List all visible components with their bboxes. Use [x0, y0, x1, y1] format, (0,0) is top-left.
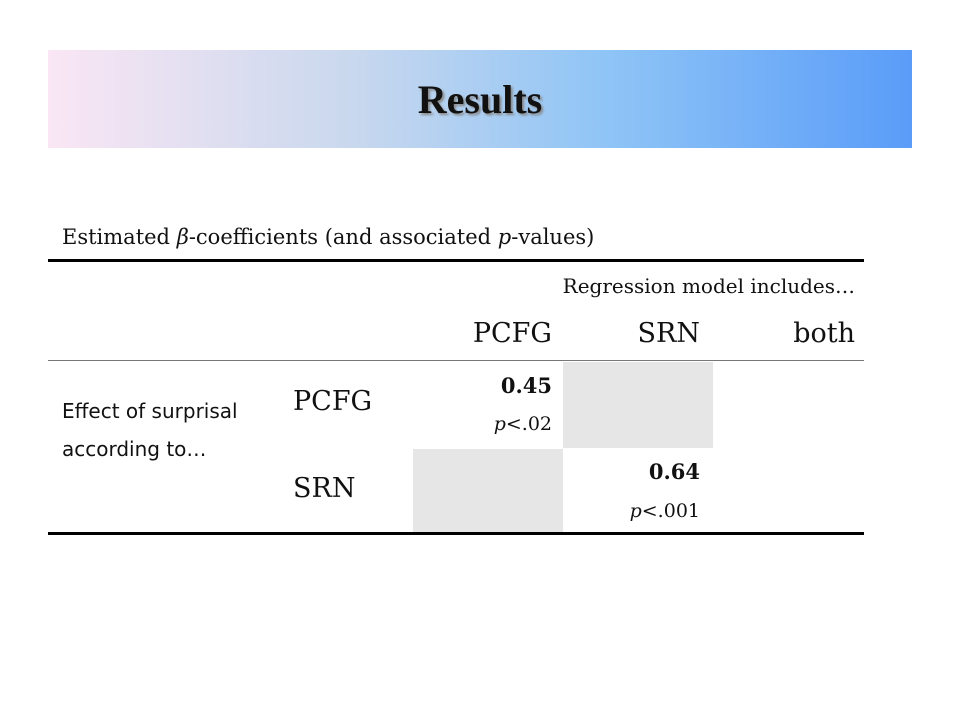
column-group-header: Regression model includes…	[562, 274, 855, 298]
caption-text: Estimated	[62, 225, 177, 249]
caption-symbol: β	[176, 225, 189, 249]
caption-symbol: p	[497, 225, 512, 249]
empty-cell	[413, 449, 563, 533]
bottom-rule	[48, 532, 864, 535]
row-header: PCFG	[293, 386, 373, 417]
p-threshold: <.02	[505, 413, 552, 435]
coefficient: 0.64	[648, 459, 700, 484]
row-header: SRN	[293, 473, 356, 504]
slide-title: Results	[417, 77, 543, 122]
p-value: p<.001	[630, 500, 700, 522]
p-value: p<.02	[494, 413, 552, 435]
coefficient: 0.45	[500, 373, 552, 398]
p-threshold: <.001	[641, 500, 700, 522]
caption-text: -coefficients (and associated	[188, 225, 498, 249]
column-header: both	[793, 318, 855, 349]
empty-cell	[563, 362, 713, 448]
title-banner	[48, 50, 912, 148]
column-header: PCFG	[472, 318, 552, 349]
top-rule	[48, 259, 864, 262]
table-caption: Estimated β-coefficients (and associated…	[62, 225, 594, 249]
p-symbol: p	[629, 500, 642, 522]
header-rule	[48, 360, 864, 361]
caption-text: -values)	[511, 225, 595, 249]
p-symbol: p	[493, 413, 506, 435]
column-header: SRN	[637, 318, 700, 349]
row-group-header: Effect of surprisal according to…	[62, 399, 238, 461]
